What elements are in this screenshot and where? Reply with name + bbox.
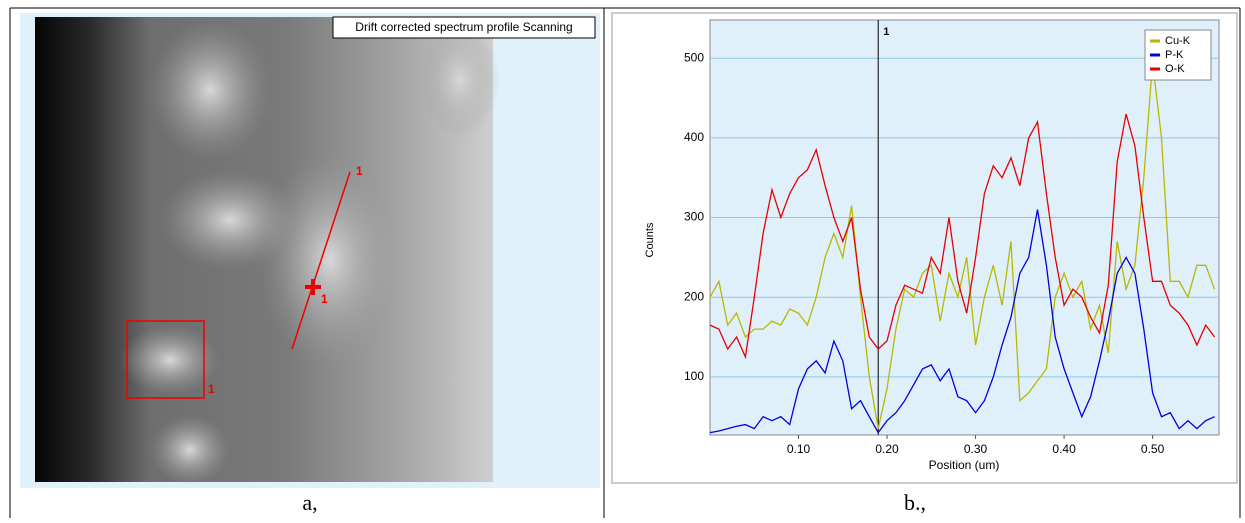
y-tick-label: 300: [684, 210, 704, 224]
x-tick-label: 0.30: [964, 442, 988, 456]
particles: [120, 20, 500, 485]
x-tick-label: 0.20: [875, 442, 899, 456]
x-tick-label: 0.10: [787, 442, 811, 456]
marker-label: 1: [883, 26, 889, 38]
label-box: [332, 16, 596, 39]
y-tick-label: 100: [684, 369, 704, 383]
legend-label: O-K: [1165, 63, 1185, 75]
y-tick-label: 500: [684, 50, 704, 64]
panel-b: b., Position (um) Counts: [611, 12, 1238, 515]
legend-label: Cu-K: [1165, 35, 1191, 47]
cross-marker: [305, 279, 321, 295]
series-line: [709, 113, 1216, 360]
marker-label: 1: [356, 164, 363, 178]
scan-line: [291, 171, 351, 350]
panel-a: Drift corrected spectrum profile Scannin…: [20, 13, 600, 515]
x-axis-label: Position (um): [929, 458, 1000, 472]
frame: [9, 7, 1241, 518]
caption: a,: [302, 490, 317, 515]
y-axis-label: Counts: [644, 222, 656, 257]
y-tick-label: 400: [684, 130, 704, 144]
x-tick-label: 0.40: [1052, 442, 1076, 456]
series-line: [709, 209, 1215, 434]
plot-area: [709, 19, 1220, 436]
y-tick-label: 200: [684, 289, 704, 303]
caption: b.,: [904, 490, 926, 515]
image-label: Drift corrected spectrum profile Scannin…: [355, 20, 572, 34]
roi-box: [126, 320, 205, 399]
marker-label: 1: [208, 382, 215, 396]
legend-label: P-K: [1165, 49, 1184, 61]
x-tick-label: 0.50: [1141, 442, 1165, 456]
marker-label: 1: [321, 292, 328, 306]
series-line: [709, 62, 1216, 429]
